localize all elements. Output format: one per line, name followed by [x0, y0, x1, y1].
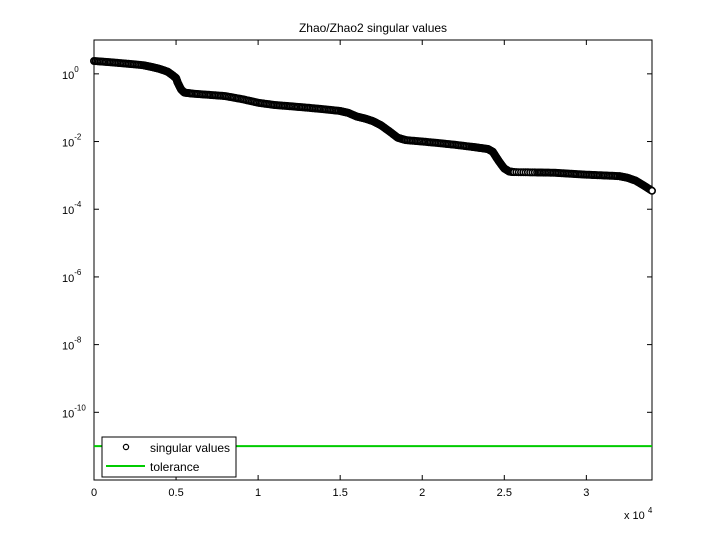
singular-values-series [90, 56, 656, 195]
x-tick-label: 2.5 [497, 487, 512, 499]
y-tick-label: 100 [62, 65, 79, 82]
x-tick-label: 3 [583, 487, 589, 499]
legend-box [101, 436, 237, 478]
x-multiplier-exponent: 4 [648, 506, 653, 515]
x-multiplier-label: x 10 4 [624, 506, 653, 522]
legend-label-singular-values: singular values [150, 441, 230, 455]
x-tick-label: 2 [419, 487, 425, 499]
y-tick-label: 10-10 [62, 403, 86, 420]
legend: singular values tolerance [101, 436, 237, 478]
y-tick-label: 10-2 [62, 133, 82, 150]
x-tick-label: 1 [255, 487, 261, 499]
legend-label-tolerance: tolerance [150, 460, 200, 474]
plot-area [93, 39, 653, 481]
x-tick-label: 1.5 [333, 487, 348, 499]
x-tick-label: 0 [91, 487, 97, 499]
y-tick-label: 10-4 [62, 200, 82, 217]
axes-ticks: 0 0.5 1 1.5 2 2.5 3 100 10-2 10-4 10-6 10-8 10-10 [62, 40, 652, 499]
y-tick-label: 10-8 [62, 336, 82, 353]
x-multiplier-base: x 10 [624, 510, 645, 522]
y-tick-label: 10-6 [62, 268, 82, 285]
chart-title: Zhao/Zhao2 singular values [299, 21, 447, 35]
data-point [647, 186, 656, 195]
x-tick-label: 0.5 [168, 487, 183, 499]
legend-marker-singular-values [122, 443, 130, 451]
